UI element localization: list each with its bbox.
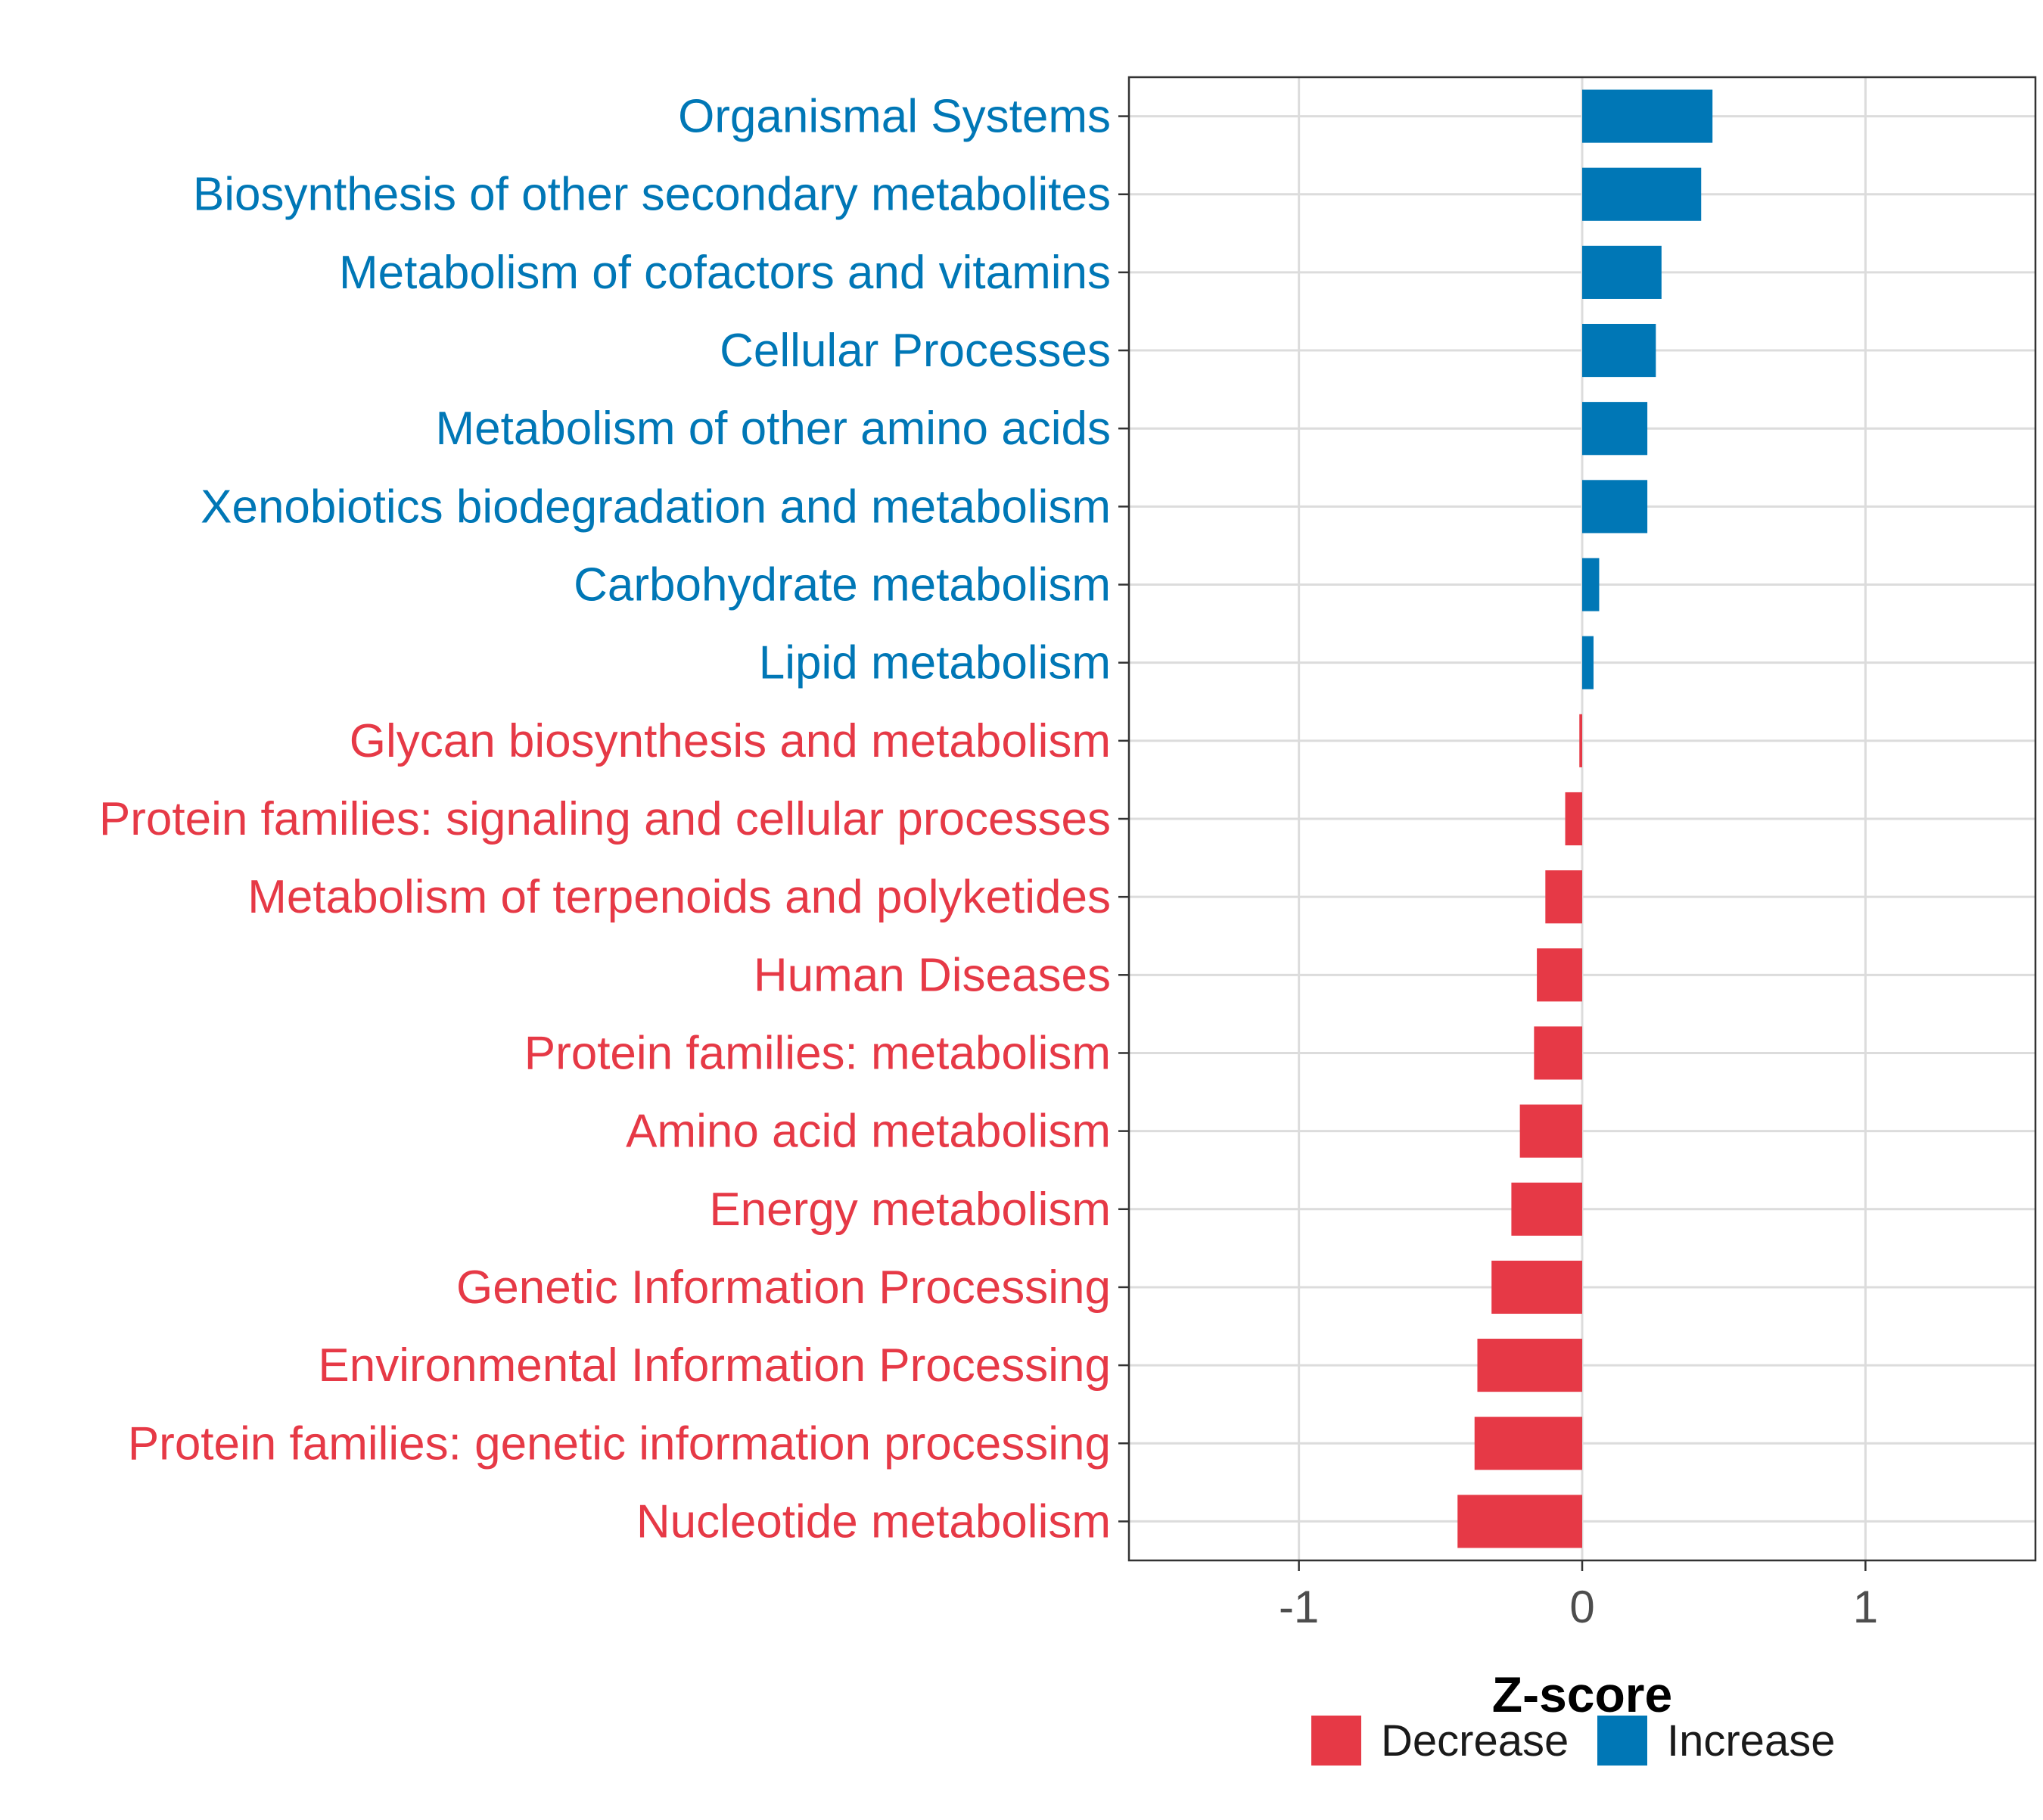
legend-label-decrease: Decrease bbox=[1381, 1716, 1569, 1766]
bar bbox=[1582, 480, 1648, 534]
category-label: Carbohydrate metabolism bbox=[574, 559, 1111, 611]
bar bbox=[1457, 1495, 1582, 1548]
category-label: Genetic Information Processing bbox=[456, 1262, 1111, 1314]
category-label: Glycan biosynthesis and metabolism bbox=[350, 715, 1111, 767]
bar-layer bbox=[1457, 89, 1713, 1548]
category-label: Human Diseases bbox=[754, 949, 1111, 1001]
bar bbox=[1474, 1417, 1582, 1470]
category-label: Metabolism of other amino acids bbox=[435, 403, 1111, 455]
category-label: Nucleotide metabolism bbox=[636, 1495, 1111, 1548]
category-label: Amino acid metabolism bbox=[626, 1106, 1111, 1158]
category-label: Organismal Systems bbox=[678, 91, 1111, 143]
legend-label-increase: Increase bbox=[1667, 1716, 1835, 1766]
bar bbox=[1582, 558, 1600, 611]
category-label: Energy metabolism bbox=[709, 1184, 1111, 1236]
bar bbox=[1491, 1260, 1582, 1314]
category-label: Xenobiotics biodegradation and metabolis… bbox=[201, 481, 1111, 533]
y-tick-layer bbox=[1118, 115, 1129, 1523]
category-label: Biosynthesis of other secondary metaboli… bbox=[193, 169, 1111, 221]
x-tick-layer: -1 0 1 bbox=[1279, 1560, 1878, 1632]
bar bbox=[1545, 870, 1582, 924]
x-axis-title: Z-score bbox=[1492, 1666, 1672, 1722]
bar bbox=[1519, 1104, 1582, 1158]
category-label: Environmental Information Processing bbox=[318, 1339, 1111, 1392]
category-label: Protein families: metabolism bbox=[524, 1027, 1111, 1079]
x-tick-label: -1 bbox=[1279, 1582, 1319, 1632]
bar bbox=[1537, 948, 1582, 1002]
bar bbox=[1582, 245, 1662, 299]
bar bbox=[1582, 402, 1648, 456]
bar bbox=[1582, 636, 1594, 689]
bar bbox=[1579, 714, 1582, 767]
x-tick-label: 0 bbox=[1569, 1582, 1594, 1632]
category-label: Protein families: signaling and cellular… bbox=[99, 793, 1111, 845]
category-label: Metabolism of terpenoids and polyketides bbox=[247, 871, 1111, 923]
legend-key-increase bbox=[1597, 1716, 1647, 1766]
category-label: Cellular Processes bbox=[720, 325, 1111, 377]
x-tick-label: 1 bbox=[1853, 1582, 1878, 1632]
category-label: Lipid metabolism bbox=[759, 637, 1111, 689]
bar bbox=[1565, 792, 1582, 846]
bar bbox=[1582, 89, 1713, 143]
legend-key-decrease bbox=[1311, 1716, 1361, 1766]
bar bbox=[1477, 1339, 1582, 1392]
bar bbox=[1511, 1182, 1582, 1236]
legend: Decrease Increase bbox=[1311, 1716, 1835, 1766]
category-label: Metabolism of cofactors and vitamins bbox=[339, 247, 1111, 299]
bar bbox=[1582, 167, 1702, 221]
bar bbox=[1534, 1026, 1582, 1080]
category-label: Protein families: genetic information pr… bbox=[128, 1417, 1111, 1470]
bar bbox=[1582, 323, 1656, 378]
category-label-layer: Organismal Systems Biosynthesis of other … bbox=[99, 91, 1111, 1548]
